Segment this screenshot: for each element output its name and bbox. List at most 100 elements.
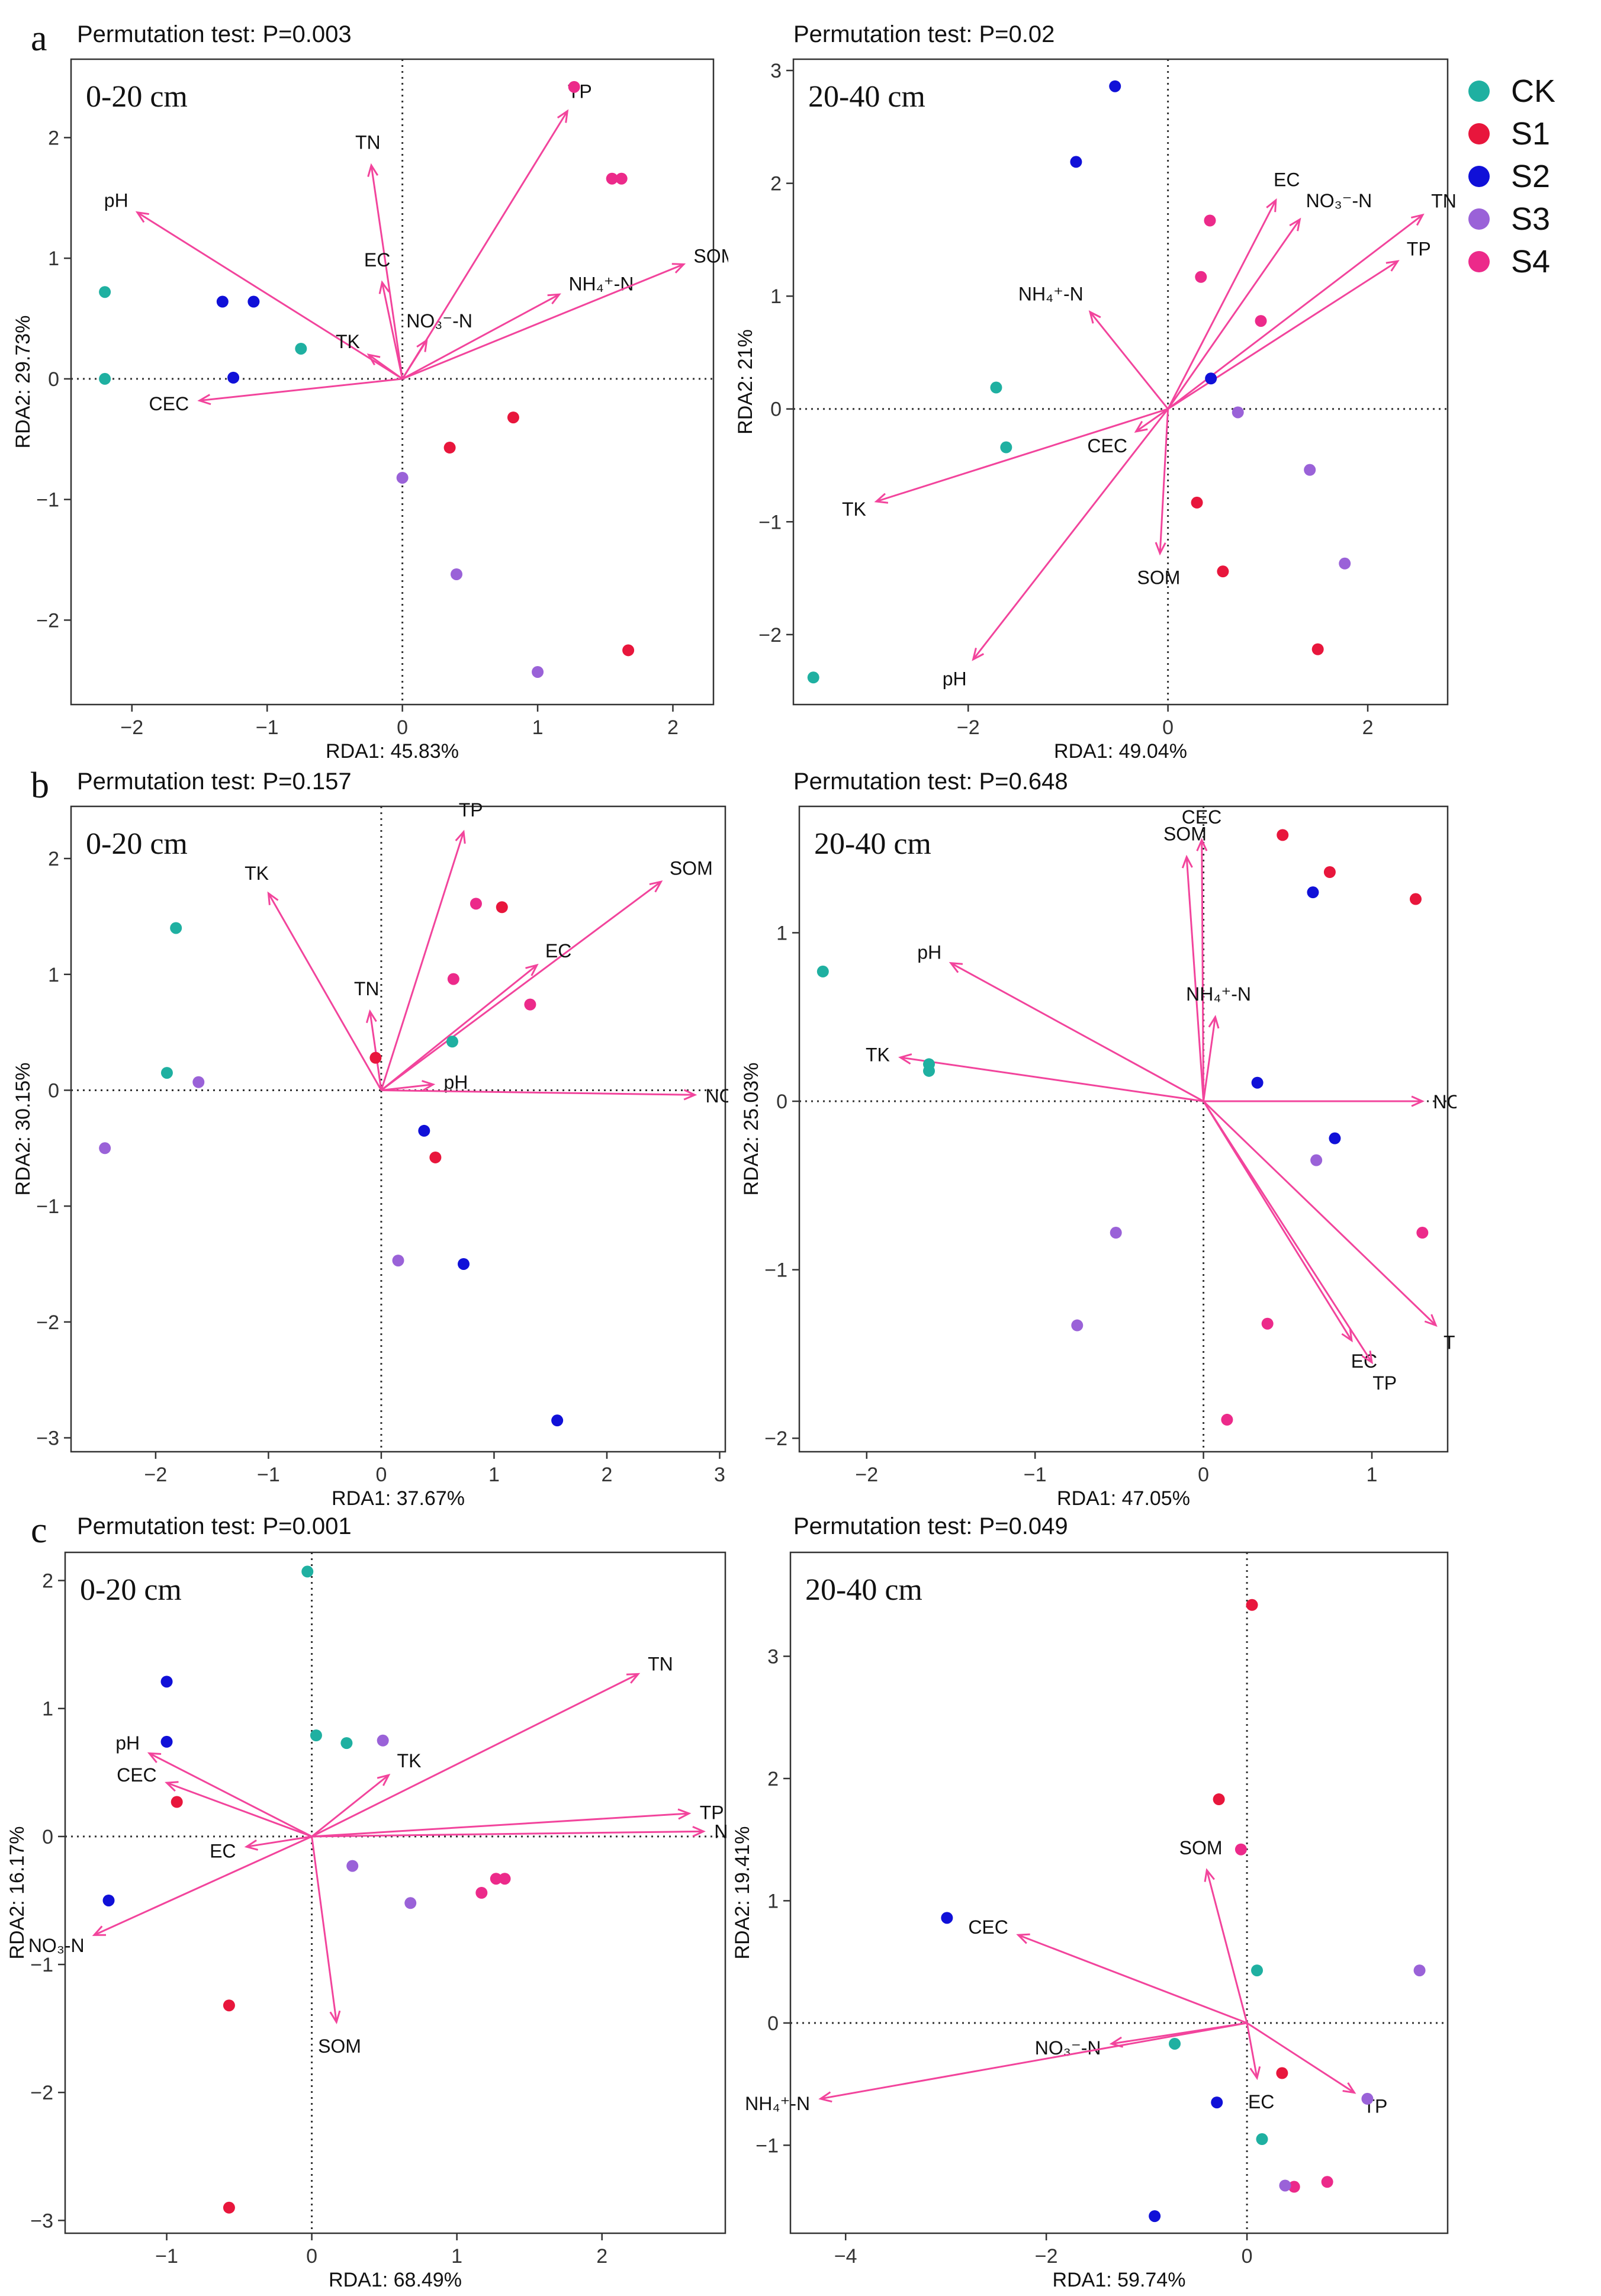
arrow-head-TK [267,891,279,905]
y-tick-label: −2 [758,624,782,647]
arrow-head-TN [365,1009,377,1024]
x-tick-label: −1 [256,716,279,739]
arrow-EC [1167,200,1277,410]
x-tick-label: 0 [306,2245,317,2268]
arrow-NO₃⁻-N [381,1089,695,1096]
arrow-head-CEC [165,1781,179,1792]
point-S1 [1276,2067,1288,2079]
x-tick-label: 1 [451,2245,462,2268]
arrow-label: TN [648,1654,673,1675]
arrow-label: TK [866,1044,890,1065]
arrow-TK [876,408,1169,503]
arrow-head-SOM [1181,854,1193,869]
arrow-TN [369,1011,382,1091]
point-S2 [160,1676,173,1688]
y-tick-label: 2 [770,173,782,195]
point-S1 [443,442,456,454]
arrow-head-SOM [329,2010,341,2024]
arrow-head-pH [972,647,985,661]
arrow-label: EC [1274,169,1300,191]
point-CK [160,1067,173,1079]
rda-plot-b-0-20cm: −2 −1 0 1 2 3 −3 −2 −1 0 1 2 RDA1: 37.67% RDA2: 30.15… [12,799,728,1510]
panel-a-left-title: Permutation test: P=0.003 [77,21,352,47]
arrow-label: NH₄⁺-N [1018,284,1084,305]
point-S4 [1321,2176,1333,2188]
y-tick-label: 2 [42,1570,53,1593]
legend-item-s1: S1 [1468,112,1555,155]
arrow-CEC [199,378,403,402]
point-S1 [1311,643,1324,655]
arrow-label: NO₃⁻-N [706,1085,728,1107]
arrow-label: TP [459,799,483,821]
arrow-head-NH₄⁺-N [692,1825,706,1837]
point-S1 [369,1051,382,1064]
arrow-label: NO₃-N [28,1935,85,1956]
arrow-label: EC [1248,2091,1274,2112]
point-CK [310,1729,322,1742]
point-S2 [1307,886,1319,899]
arrow-label: CEC [117,1764,157,1786]
arrow-head-TN [1411,213,1425,226]
y-axis-label: RDA2: 21% [734,329,757,435]
x-tick-label: 0 [397,716,408,739]
x-tick-label: −2 [855,1464,878,1486]
point-S4 [606,172,618,185]
legend-item-s2: S2 [1468,155,1555,198]
rda-plot-a-0-20cm: −2 −1 0 1 2 −2 −1 0 1 2 RDA1: 45.83% RDA2: 29.73% 0-… [12,58,728,763]
y-tick-label: −2 [36,609,59,632]
arrow-label: EC [210,1840,236,1861]
y-tick-label: −1 [36,1195,59,1218]
y-tick-label: 0 [48,1079,59,1102]
point-S1 [1217,565,1229,578]
arrow-head-EC [1249,2066,1261,2080]
group-legend: CK S1 S2 S3 S4 [1468,70,1555,283]
point-S4 [524,998,536,1011]
y-tick-label: −1 [30,1954,53,1976]
point-S2 [551,1414,564,1427]
point-S3 [346,1860,359,1872]
arrow-SOM [1185,857,1205,1102]
x-tick-label: −1 [1024,1464,1047,1486]
arrow-label: CEC [149,393,189,414]
legend-dot-s1 [1468,123,1490,144]
arrow-label: SOM [693,245,728,266]
legend-label-s4: S4 [1511,244,1551,279]
point-S4 [447,973,459,985]
point-S1 [223,2201,235,2214]
x-tick-label: 2 [601,1464,612,1486]
arrow-label: TN [1431,191,1457,212]
y-tick-label: 1 [48,964,59,986]
point-S3 [392,1255,404,1267]
plot-frame [789,1551,1449,2234]
arrow-EC [381,282,404,380]
arrow-label: TN [354,978,380,999]
arrow-head-TK [367,353,381,366]
point-S4 [1416,1227,1429,1239]
point-S4 [470,898,482,910]
arrow-EC [380,964,538,1091]
x-axis-label: RDA1: 68.49% [329,2269,462,2291]
arrow-head-EC [1266,198,1277,213]
arrow-head-TK [874,493,889,504]
arrow-SOM [402,263,684,380]
arrow-label: NH₄⁺-N [568,273,634,294]
arrow-TN [370,165,404,380]
point-S2 [227,371,240,384]
y-tick-label: 2 [767,1768,779,1790]
arrow-NH₄⁺-N [401,293,560,380]
arrow-head-EC [244,1840,259,1851]
y-tick-label: −1 [36,489,59,512]
x-axis-label: RDA1: 59.74% [1053,2269,1186,2291]
point-S2 [160,1735,173,1748]
arrow-TP [1203,1101,1373,1363]
rda-plot-a-20-40cm: −2 0 2 −2 −1 0 1 2 3 RDA1: 49.04% RDA2: 21% 20-40 c… [734,58,1457,763]
arrow-head-NH₄⁺-N [818,2091,832,2103]
y-tick-label: 0 [776,1091,787,1113]
row-letter-c: c [31,1510,47,1551]
arrow-SOM [381,880,662,1091]
point-CK [340,1737,353,1750]
arrow-head-NH₄⁺-N [547,293,561,305]
arrow-TP [311,1812,689,1838]
x-tick-label: −1 [257,1464,280,1486]
arrow-label: TN [1444,1332,1457,1353]
